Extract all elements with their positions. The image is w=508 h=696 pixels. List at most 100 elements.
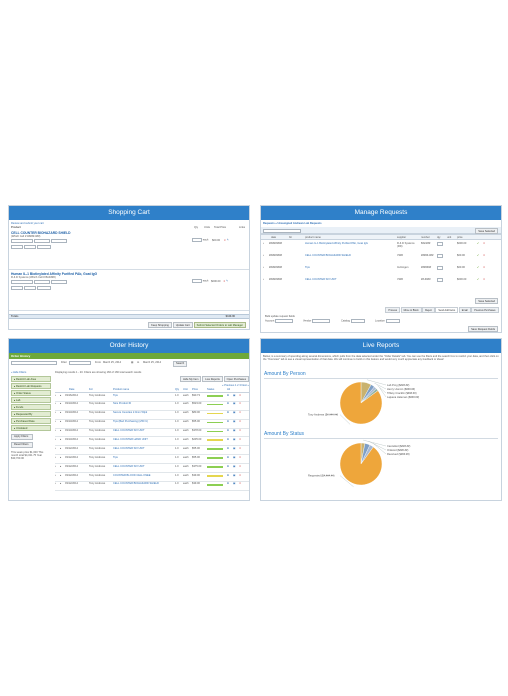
expand-row-icon[interactable]: ▸ [60, 464, 62, 468]
copy-icon[interactable]: ⧉ [227, 437, 229, 441]
manage-requests-breadcrumb[interactable]: Requests » Unassigned Andrews Lab Reques… [263, 222, 322, 225]
cart-icon[interactable]: ▣ [233, 402, 236, 406]
manage-requests-filter-select[interactable] [263, 228, 301, 233]
approve-icon[interactable]: ✔ [477, 278, 480, 281]
save-selected-top-button[interactable]: Save Selected [475, 228, 498, 234]
order-row-checkbox[interactable]: ▪ [55, 473, 56, 477]
order-row-checkbox[interactable]: ▪ [55, 464, 56, 468]
reject-icon[interactable]: ✕ [483, 266, 486, 269]
delete-icon[interactable]: ✕ [239, 455, 242, 459]
cart-item-delivery-field[interactable] [23, 286, 36, 291]
sidebar-item-unrelated[interactable]: ▸ Unrelated [11, 425, 51, 431]
hide-my-item-button[interactable]: Hide My Item [180, 376, 202, 382]
submit-orders-button[interactable]: Submit Selected Orders to Lab Manager [193, 322, 246, 328]
copy-icon[interactable]: ⧉ [227, 446, 229, 450]
cart-item-project-field[interactable] [33, 280, 50, 285]
reset-filters-button[interactable]: Reset Filters [11, 441, 33, 448]
cart-icon[interactable]: ▣ [233, 473, 236, 477]
expand-row-icon[interactable]: ▸ [60, 411, 62, 415]
order-product-name[interactable]: CELL COUNTER SIX UNIT [113, 429, 145, 433]
delete-icon[interactable]: ✕ [239, 420, 242, 424]
request-row[interactable]: ▪ ##/##/#### Human IL-1 Biotinylated Aff… [263, 242, 486, 248]
tab-send-add-items[interactable]: Send Add Items [435, 307, 459, 313]
order-row[interactable]: ▪ ▸ 03/12/2014 Tony Andrews CELL COUNTER SIX… [55, 446, 249, 456]
order-product-name[interactable]: Secure Cuvettes 2.0mm 50pk [113, 411, 148, 415]
order-product-name[interactable]: CELL COUNTER SIX UNIT [113, 464, 145, 468]
cart-item-account-field[interactable] [11, 280, 33, 285]
order-row-checkbox[interactable]: ▪ [55, 437, 56, 441]
cart-item-qty-input[interactable] [192, 238, 202, 242]
order-row[interactable]: ▪ ▸ 03/13/2014 Tony Andrews Secure Cuvettes … [55, 411, 249, 420]
cart-item-need-by-field[interactable] [11, 245, 23, 250]
bulk-vendor-select[interactable] [311, 319, 330, 323]
hide-sidebar-link[interactable]: « Hide Filters [11, 371, 27, 374]
update-cart-button[interactable]: Update Cart [172, 322, 193, 328]
delete-icon[interactable]: ✕ [239, 437, 242, 441]
bulk-catalog-field[interactable] [350, 319, 365, 323]
delete-icon[interactable]: ✕ [239, 482, 242, 486]
order-product-name[interactable]: CELL COUNTER HAND UNIT [113, 437, 148, 441]
reject-icon[interactable]: ✕ [483, 254, 486, 257]
approve-icon[interactable]: ✔ [477, 242, 480, 245]
live-reports-button[interactable]: Live Reports [202, 376, 223, 382]
sidebar-item-requested-by[interactable]: ▸ Requested By [11, 411, 51, 417]
order-row-checkbox[interactable]: ▪ [55, 429, 56, 433]
expand-row-icon[interactable]: ▸ [60, 420, 62, 424]
from-date[interactable]: March 25, 2014 [103, 361, 122, 364]
expand-row-icon[interactable]: ▸ [60, 429, 62, 433]
order-row[interactable]: ▪ ▸ 03/13/2014 Tony Andrews Tips (Bed Purcha… [55, 420, 249, 429]
expand-row-icon[interactable]: ▸ [60, 473, 62, 477]
bulk-account-select[interactable] [275, 319, 294, 323]
bulk-location-field[interactable] [385, 319, 400, 323]
order-row-checkbox[interactable]: ▪ [55, 411, 56, 415]
delete-icon[interactable]: ✕ [239, 411, 242, 415]
order-row[interactable]: ▪ ▸ 03/12/2014 Tony Andrews CELL COUNTER SIX… [55, 464, 249, 474]
tab-move-to-block[interactable]: Move to Block [400, 307, 422, 313]
pagination[interactable]: « Previous 1 2 3 Next » [222, 384, 249, 387]
cart-item-date-field[interactable] [36, 286, 51, 291]
order-product-name[interactable]: CELL COUNTER BIOHAZARD SHIELD [113, 482, 159, 486]
order-row[interactable]: ▪ ▸ 03/13/2014 Tony Andrews CELL COUNTER SIX… [55, 429, 249, 438]
save-request-fields-button[interactable]: Save Request Fields [468, 326, 498, 332]
order-row[interactable]: ▪ ▸ 03/12/2014 Tony Andrews CELL COUNTER BIO… [55, 482, 249, 491]
request-checkbox[interactable]: ▪ [263, 242, 264, 245]
copy-icon[interactable]: ⧉ [227, 420, 229, 424]
order-row-checkbox[interactable]: ▪ [55, 420, 56, 424]
cart-icon[interactable]: ▣ [233, 393, 236, 397]
edit-item-icon[interactable]: ✎ [226, 279, 229, 283]
request-checkbox[interactable]: ▪ [263, 266, 264, 269]
order-product-name[interactable]: Tips [113, 455, 118, 459]
request-qty-input[interactable] [437, 242, 443, 246]
order-row[interactable]: ▪ ▸ 03/13/2014 Tony Andrews CELL COUNTER HAN… [55, 437, 249, 447]
delete-icon[interactable]: ✕ [239, 473, 242, 477]
cart-icon[interactable]: ▣ [233, 437, 236, 441]
order-product-name[interactable]: Tips [113, 393, 118, 397]
reject-icon[interactable]: ✕ [483, 242, 486, 245]
order-filter-select[interactable] [69, 361, 91, 365]
request-checkbox[interactable]: ▪ [263, 254, 264, 257]
cart-item-title[interactable]: Human IL-1 Biotinylated Affinity Purifie… [11, 272, 98, 276]
cart-icon[interactable]: ▣ [233, 455, 236, 459]
copy-icon[interactable]: ⧉ [227, 411, 229, 415]
delete-icon[interactable]: ✕ [239, 402, 242, 406]
cart-item-funding-field[interactable] [50, 239, 67, 244]
delete-icon[interactable]: ✕ [239, 393, 242, 397]
expand-row-icon[interactable]: ▸ [60, 482, 62, 486]
order-row[interactable]: ▪ ▸ 03/12/2014 Tony Andrews COUNTER BLOOD CE… [55, 473, 249, 482]
order-search-button[interactable]: Search [173, 360, 188, 367]
request-qty-input[interactable] [437, 278, 443, 282]
request-checkbox[interactable]: ▪ [263, 278, 264, 281]
approve-icon[interactable]: ✔ [477, 266, 480, 269]
order-row[interactable]: ▪ ▸ 03/16/2014 Tony Andrews Tips 1.0 each $90.7… [55, 393, 249, 402]
order-product-name[interactable]: COUNTER BLOOD CELL KNEE [113, 473, 151, 477]
cart-icon[interactable]: ▣ [233, 482, 236, 486]
copy-icon[interactable]: ⧉ [227, 429, 229, 433]
cart-item-delivery-field[interactable] [23, 245, 36, 250]
sidebar-item-purchased-date[interactable]: ▸ Purchased Date [11, 418, 51, 424]
save-selected-button[interactable]: Save Selected [475, 298, 498, 304]
copy-icon[interactable]: ⧉ [227, 464, 229, 468]
remove-item-icon[interactable]: ✕ [223, 238, 226, 242]
cart-item-date-field[interactable] [36, 245, 51, 250]
order-row-checkbox[interactable]: ▪ [55, 455, 56, 459]
cart-review-link[interactable]: Review and submit your cart [11, 222, 44, 225]
